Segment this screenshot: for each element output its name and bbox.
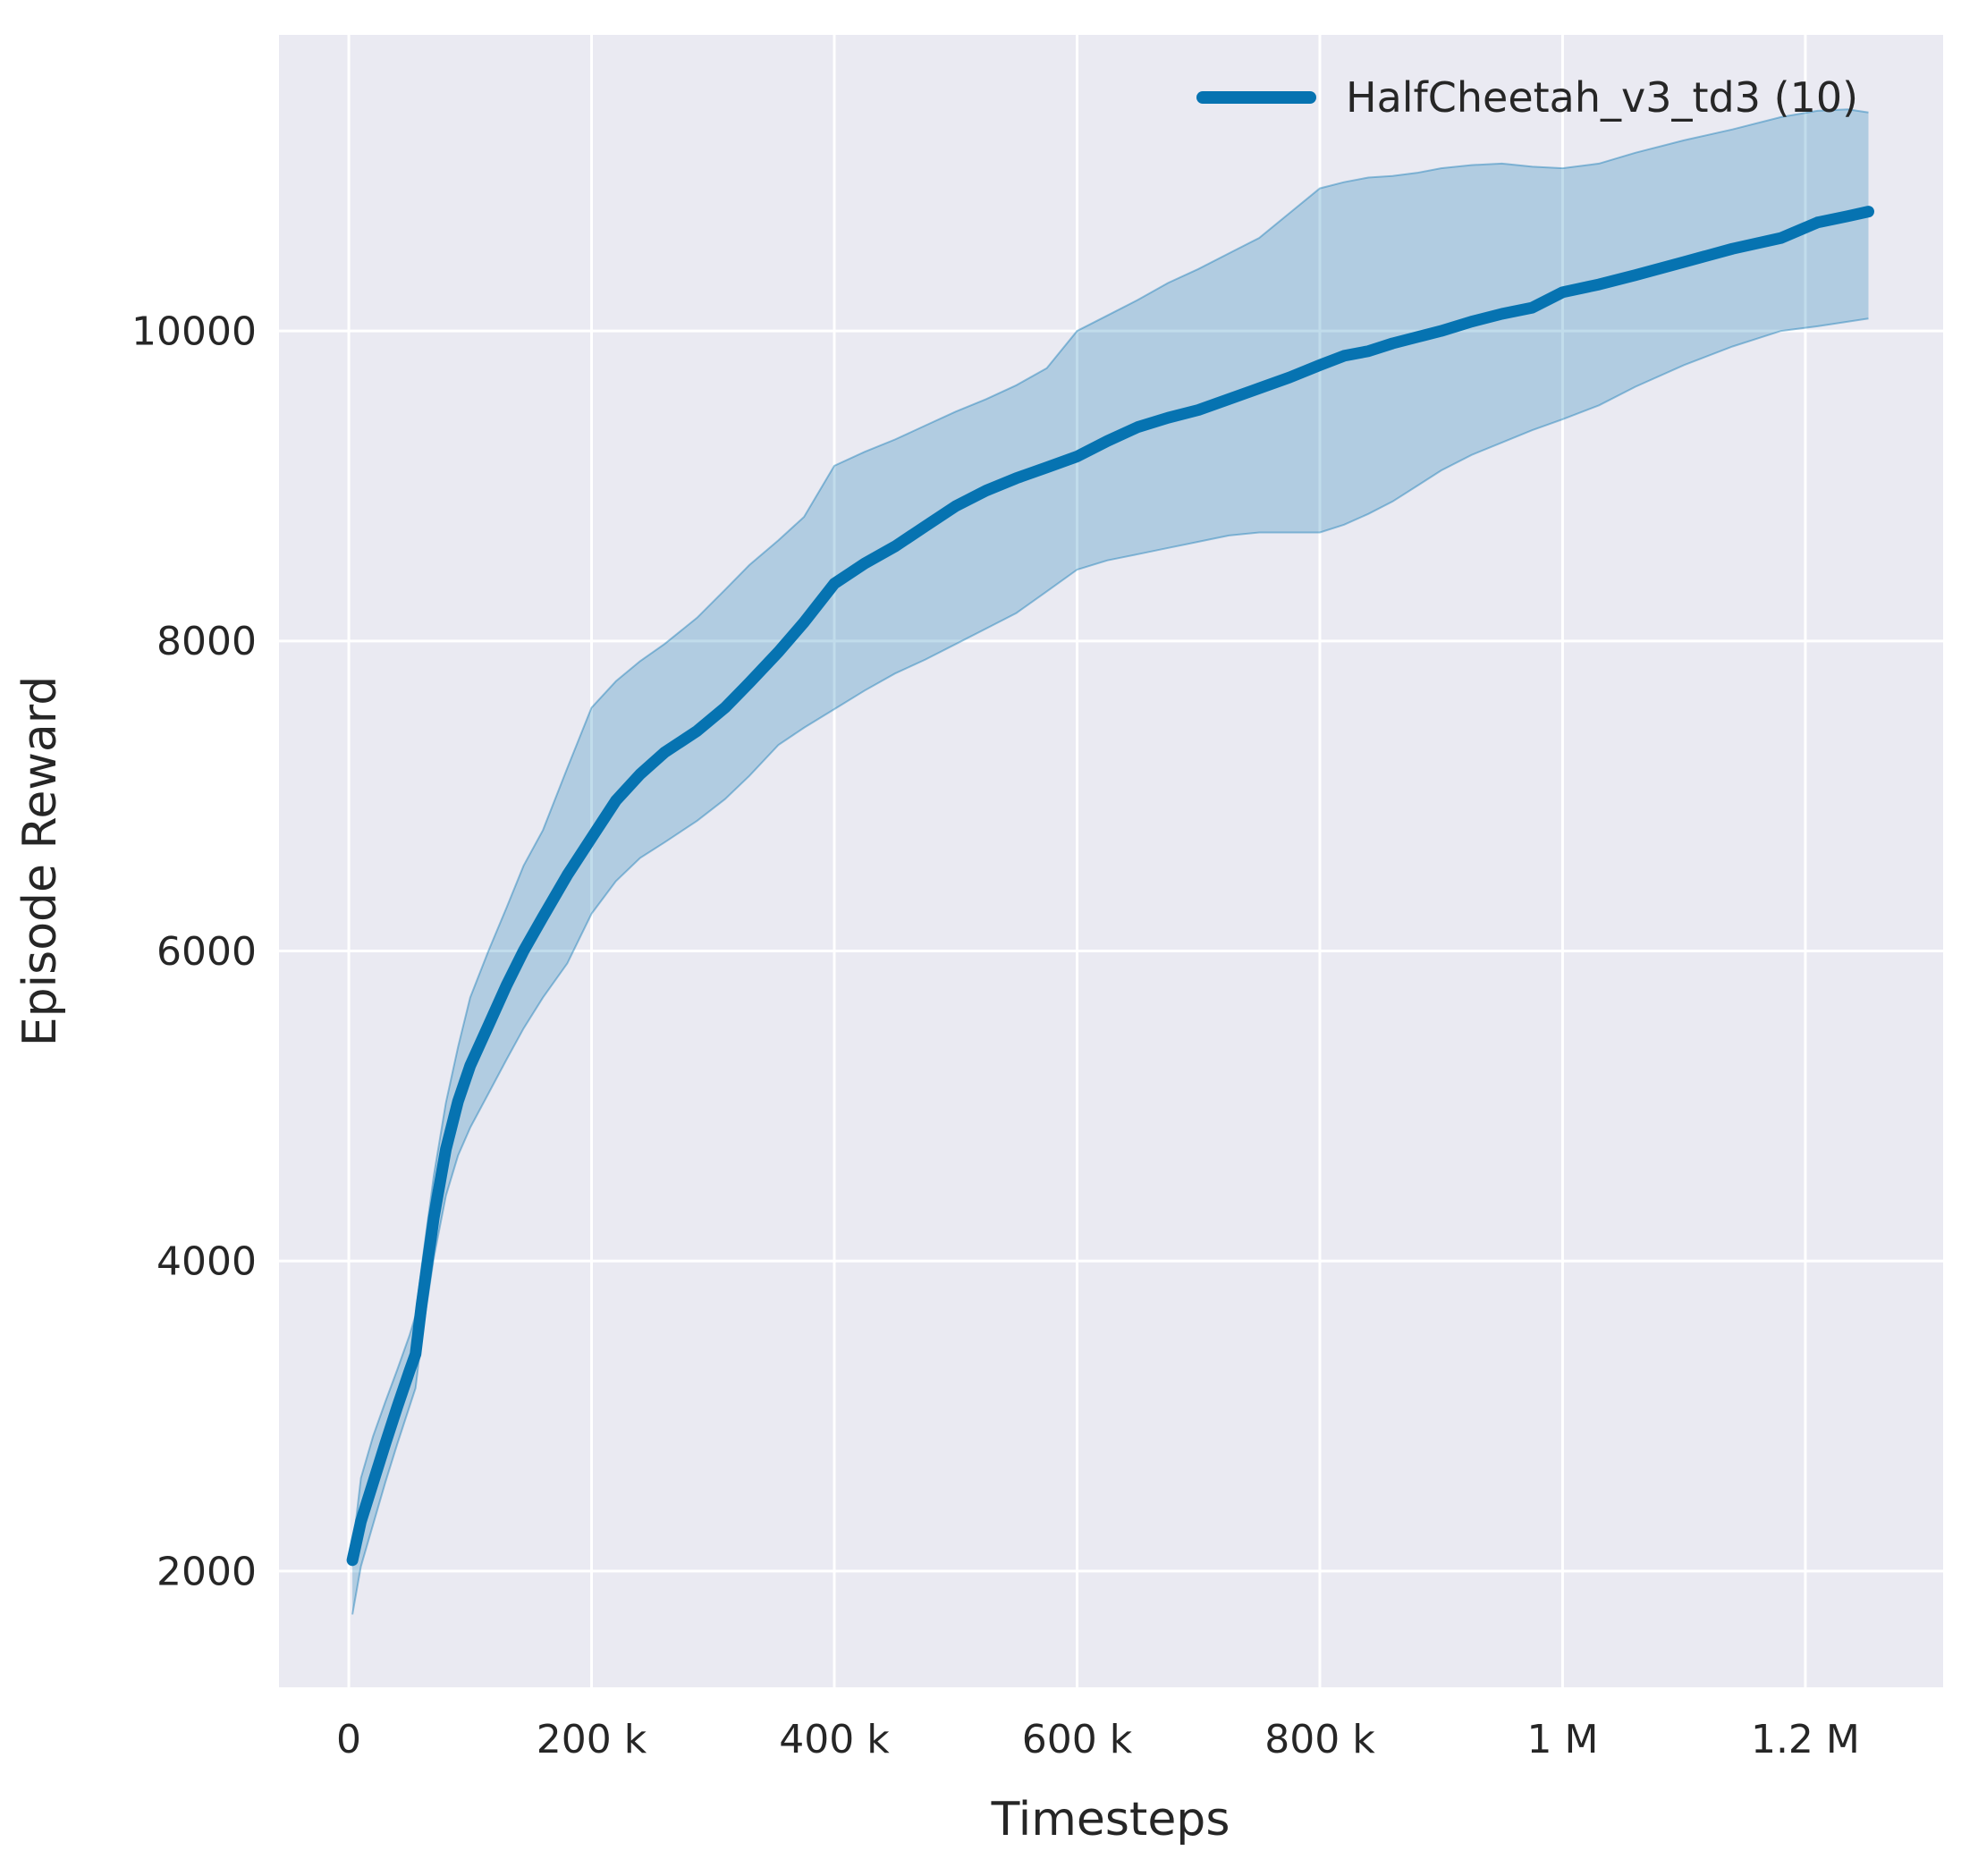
y-axis-title: Episode Reward (13, 676, 67, 1046)
x-tick-label: 800 k (1264, 1717, 1375, 1762)
confidence-band-layer (351, 108, 1869, 1615)
y-tick-label: 10000 (131, 309, 257, 355)
x-tick-label: 400 k (779, 1717, 890, 1762)
y-tick-label: 4000 (156, 1239, 257, 1285)
x-tick-label: 1 M (1526, 1717, 1598, 1762)
confidence-band-lower-edge (351, 317, 1869, 1615)
x-tick-labels: 0 200 k 400 k 600 k 800 k 1 M 1.2 M (336, 1717, 1860, 1762)
gridlines (279, 35, 1943, 1687)
x-tick-label: 0 (336, 1717, 361, 1762)
y-tick-label: 2000 (156, 1549, 257, 1594)
series-line-layer (346, 206, 1874, 1567)
confidence-band (352, 109, 1869, 1615)
x-tick-label: 600 k (1022, 1717, 1133, 1762)
x-tick-label: 1.2 M (1751, 1717, 1860, 1762)
y-tick-label: 6000 (156, 929, 257, 975)
x-axis-title: Timesteps (991, 1793, 1230, 1846)
confidence-band-upper-edge (351, 108, 1869, 1551)
legend: HalfCheetah_v3_td3 (10) (1196, 73, 1858, 122)
y-tick-label: 8000 (156, 619, 257, 664)
plot-area (279, 35, 1943, 1687)
x-tick-label: 200 k (537, 1717, 647, 1762)
series-line (346, 206, 1874, 1567)
legend-label: HalfCheetah_v3_td3 (10) (1346, 73, 1858, 122)
y-tick-labels: 2000 4000 6000 8000 10000 (131, 309, 257, 1595)
